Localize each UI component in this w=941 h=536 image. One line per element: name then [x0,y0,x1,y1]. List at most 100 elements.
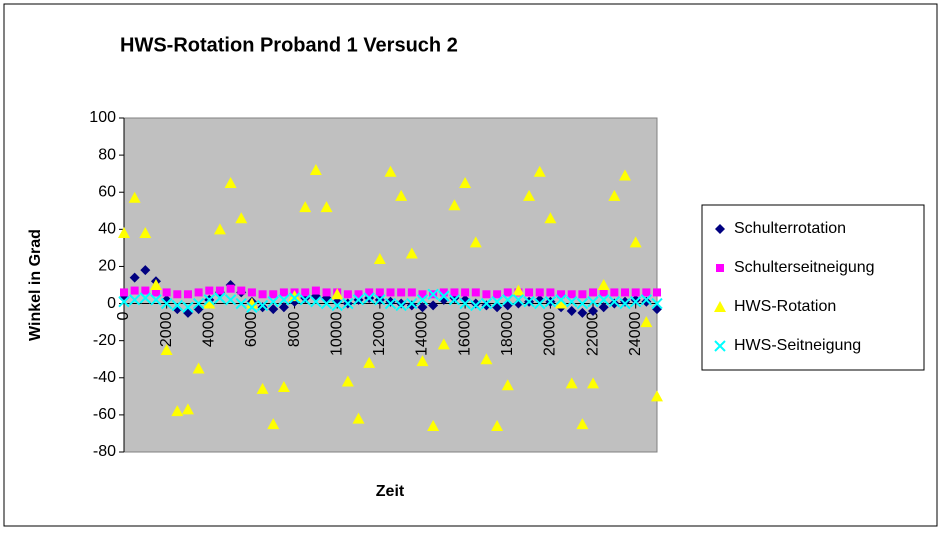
data-point [118,227,130,239]
legend [701,204,925,371]
data-point [469,236,482,248]
data-point [343,290,352,299]
data-point [129,272,140,283]
legend-marker [714,340,726,352]
x-tick-label: 12000 [371,311,388,356]
data-point [576,418,589,430]
x-tick-label: 6000 [243,311,260,347]
data-point [565,377,578,389]
data-point [555,294,567,306]
data-point [523,189,536,201]
data-point [139,227,152,239]
data-point [566,305,577,316]
data-point [160,343,173,355]
y-tick-label: 40 [98,221,116,238]
x-axis-label: Zeit [376,483,405,500]
data-point [235,297,247,310]
data-point [597,279,610,290]
data-point [258,290,267,299]
data-point [128,294,141,306]
data-point [608,189,621,201]
data-point [621,288,630,297]
data-point [309,163,322,175]
data-point [149,279,162,290]
data-point [352,412,365,424]
data-point [597,294,610,306]
y-tick-label: -40 [93,369,116,386]
data-point [203,294,215,306]
data-point [299,294,311,306]
data-point [427,288,439,300]
data-point [566,295,578,308]
data-point [384,297,397,310]
data-point [183,290,192,299]
legend-marker [715,224,725,234]
data-point [268,304,279,315]
data-point [589,288,598,297]
y-tick-label: -80 [93,443,116,460]
x-tick-label: 24000 [627,311,644,356]
data-point [384,165,397,177]
data-point [471,288,480,297]
y-tick-label: 80 [98,146,116,163]
data-point [523,295,535,308]
data-point [256,299,269,312]
legend-label: HWS-Rotation [734,298,836,315]
data-point [182,301,194,313]
data-point [257,302,268,313]
data-point [192,297,205,310]
data-point [578,290,587,299]
data-point [598,302,609,313]
data-point [448,294,461,306]
data-point [363,292,375,304]
data-point [459,176,472,188]
data-point [118,295,130,308]
y-tick-label: -60 [93,406,116,423]
data-point [341,375,354,387]
data-point [587,295,599,308]
data-point [226,284,235,293]
data-point [120,288,128,297]
x-tick-label: 2000 [158,311,175,347]
legend-label: Schulterrotation [734,220,846,237]
data-point [416,355,429,367]
data-point [320,201,333,213]
data-point [267,295,279,308]
x-tick-label: 4000 [200,311,217,347]
data-point [352,294,365,306]
data-point [140,265,151,276]
data-point [555,297,568,309]
y-tick-label: 0 [107,295,116,312]
data-point [642,288,651,297]
data-point [331,299,343,312]
data-point [588,305,599,316]
data-point [577,307,588,318]
data-point [437,338,450,350]
data-point [256,382,269,394]
data-point [396,298,407,309]
data-point [481,300,492,311]
data-point [599,288,608,297]
data-point [278,302,289,313]
data-point [567,290,576,299]
data-point [576,297,589,310]
data-point [311,286,320,295]
chart-title: HWS-Rotation Proband 1 Versuch 2 [120,34,458,56]
y-tick-label: 20 [98,258,116,275]
data-point [181,403,194,415]
data-point [162,288,171,297]
data-point [427,420,440,432]
data-point [534,297,546,310]
data-point [214,292,226,304]
data-point [503,288,512,297]
data-point [439,288,448,297]
data-point [150,294,162,306]
data-point [215,286,224,295]
x-tick-label: 8000 [286,311,303,347]
data-point [480,353,493,365]
data-point [641,296,652,307]
data-point [480,297,493,310]
x-tick-label: 16000 [456,311,473,356]
data-point [397,288,406,297]
